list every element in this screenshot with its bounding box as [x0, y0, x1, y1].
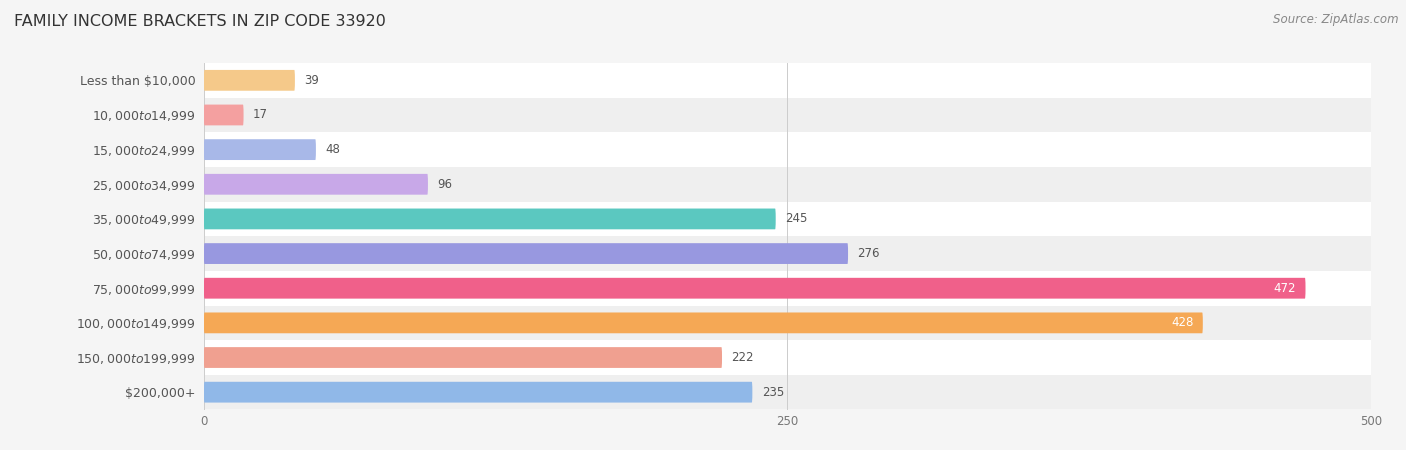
Bar [204, 375, 1371, 410]
Text: FAMILY INCOME BRACKETS IN ZIP CODE 33920: FAMILY INCOME BRACKETS IN ZIP CODE 33920 [14, 14, 385, 28]
Bar [204, 98, 1371, 132]
FancyBboxPatch shape [204, 278, 1306, 299]
Text: 96: 96 [437, 178, 453, 191]
Bar [204, 306, 1371, 340]
Bar [204, 132, 1371, 167]
Text: 235: 235 [762, 386, 785, 399]
Bar [204, 236, 1371, 271]
FancyBboxPatch shape [204, 347, 723, 368]
Bar [204, 63, 1371, 98]
FancyBboxPatch shape [204, 70, 295, 91]
FancyBboxPatch shape [204, 174, 427, 195]
Text: 245: 245 [785, 212, 807, 225]
Text: 472: 472 [1274, 282, 1296, 295]
FancyBboxPatch shape [204, 243, 848, 264]
FancyBboxPatch shape [204, 312, 1202, 333]
Text: 428: 428 [1171, 316, 1194, 329]
Bar [204, 340, 1371, 375]
FancyBboxPatch shape [204, 382, 752, 403]
FancyBboxPatch shape [204, 208, 776, 230]
Text: 17: 17 [253, 108, 269, 122]
Text: Source: ZipAtlas.com: Source: ZipAtlas.com [1274, 14, 1399, 27]
Bar [204, 202, 1371, 236]
Text: 276: 276 [858, 247, 880, 260]
FancyBboxPatch shape [204, 104, 243, 126]
Text: 39: 39 [304, 74, 319, 87]
Bar [204, 167, 1371, 202]
FancyBboxPatch shape [204, 139, 316, 160]
Text: 48: 48 [325, 143, 340, 156]
Bar [204, 271, 1371, 306]
Text: 222: 222 [731, 351, 754, 364]
